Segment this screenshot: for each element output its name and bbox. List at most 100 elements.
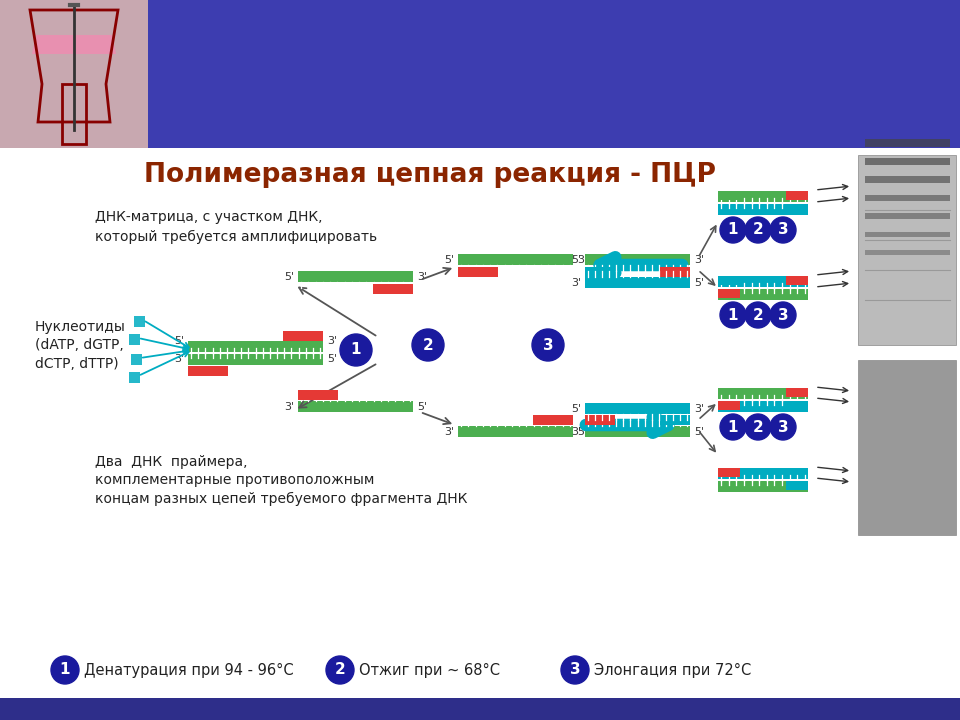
Text: 5': 5'	[571, 255, 581, 265]
Bar	[298, 390, 338, 400]
Bar	[718, 289, 740, 298]
Polygon shape	[32, 35, 116, 54]
Bar	[718, 191, 808, 202]
Bar	[718, 401, 740, 410]
Bar	[718, 289, 808, 300]
Bar	[786, 481, 808, 490]
Text: 3': 3'	[571, 427, 581, 437]
Text: 2: 2	[422, 338, 433, 353]
Circle shape	[770, 217, 796, 243]
Text: Отжиг при ~ 68°C: Отжиг при ~ 68°C	[359, 662, 500, 678]
Text: 3: 3	[778, 307, 788, 323]
Text: 5': 5'	[417, 402, 427, 412]
Bar	[718, 468, 740, 477]
Text: 3': 3'	[417, 272, 427, 282]
Text: 5': 5'	[444, 255, 454, 265]
Bar	[0, 0, 148, 148]
Circle shape	[745, 217, 771, 243]
Text: 5': 5'	[577, 427, 588, 437]
Bar	[858, 155, 956, 345]
Bar	[718, 468, 808, 479]
Bar	[585, 267, 615, 277]
Bar	[134, 316, 145, 327]
Text: Нуклеотиды
(dATP, dGTP,
dCTP, dTTP): Нуклеотиды (dATP, dGTP, dCTP, dTTP)	[35, 320, 126, 371]
Text: 3': 3'	[694, 255, 704, 265]
Bar	[718, 204, 808, 215]
Circle shape	[326, 656, 354, 684]
Circle shape	[720, 302, 746, 328]
Text: 1: 1	[728, 222, 738, 238]
Text: 5': 5'	[571, 404, 581, 414]
Text: 3': 3'	[694, 404, 704, 414]
Circle shape	[745, 414, 771, 440]
Bar	[188, 341, 323, 352]
Text: 5': 5'	[327, 354, 337, 364]
Bar	[533, 415, 573, 425]
Bar	[0, 148, 960, 698]
Bar	[458, 267, 498, 277]
Bar	[786, 204, 808, 213]
Text: 3': 3'	[284, 402, 294, 412]
Bar	[865, 139, 950, 147]
Text: 1: 1	[60, 662, 70, 678]
Bar	[129, 334, 140, 345]
Bar	[585, 277, 690, 288]
Text: 5': 5'	[174, 336, 184, 346]
Circle shape	[412, 329, 444, 361]
Text: 1: 1	[728, 420, 738, 434]
Bar	[865, 194, 950, 201]
Bar	[585, 415, 615, 425]
Text: 3: 3	[778, 420, 788, 434]
Bar	[786, 401, 808, 410]
Bar	[458, 254, 573, 265]
Text: 5': 5'	[694, 427, 704, 437]
Circle shape	[51, 656, 79, 684]
Circle shape	[340, 334, 372, 366]
Bar	[0, 0, 960, 148]
Bar	[865, 213, 950, 219]
Text: 5': 5'	[694, 278, 704, 288]
Bar	[865, 158, 950, 165]
Bar	[131, 354, 142, 365]
Bar	[129, 372, 140, 383]
Bar	[585, 254, 690, 265]
Bar	[718, 481, 808, 492]
Text: 2: 2	[753, 307, 763, 323]
Text: 5': 5'	[284, 272, 294, 282]
Text: 3': 3'	[571, 278, 581, 288]
Bar	[858, 360, 956, 535]
Bar	[786, 276, 808, 285]
Text: 1: 1	[728, 307, 738, 323]
Bar	[786, 388, 808, 397]
Bar	[786, 191, 808, 200]
Bar	[298, 401, 413, 412]
Bar	[718, 401, 808, 412]
Bar	[718, 191, 740, 200]
Text: 1: 1	[350, 343, 361, 358]
Circle shape	[770, 414, 796, 440]
Text: Элонгация при 72°C: Элонгация при 72°C	[594, 662, 752, 678]
Circle shape	[720, 217, 746, 243]
Text: 3': 3'	[444, 427, 454, 437]
Bar	[188, 354, 323, 365]
Bar	[718, 276, 740, 285]
Text: 2: 2	[753, 222, 763, 238]
Bar	[718, 276, 808, 287]
Text: Полимеразная цепная реакция - ПЦР: Полимеразная цепная реакция - ПЦР	[144, 162, 716, 188]
Bar	[298, 271, 413, 282]
Bar	[373, 284, 413, 294]
Text: 3': 3'	[577, 255, 588, 265]
Text: Денатурация при 94 - 96°C: Денатурация при 94 - 96°C	[84, 662, 294, 678]
Circle shape	[532, 329, 564, 361]
Bar	[458, 426, 573, 437]
Text: 3: 3	[778, 222, 788, 238]
Bar	[62, 84, 86, 144]
Text: 3: 3	[542, 338, 553, 353]
Circle shape	[561, 656, 589, 684]
Bar	[585, 403, 690, 414]
Circle shape	[770, 302, 796, 328]
Bar	[865, 232, 950, 237]
Bar	[718, 388, 808, 399]
Text: 2: 2	[753, 420, 763, 434]
Bar	[865, 250, 950, 255]
